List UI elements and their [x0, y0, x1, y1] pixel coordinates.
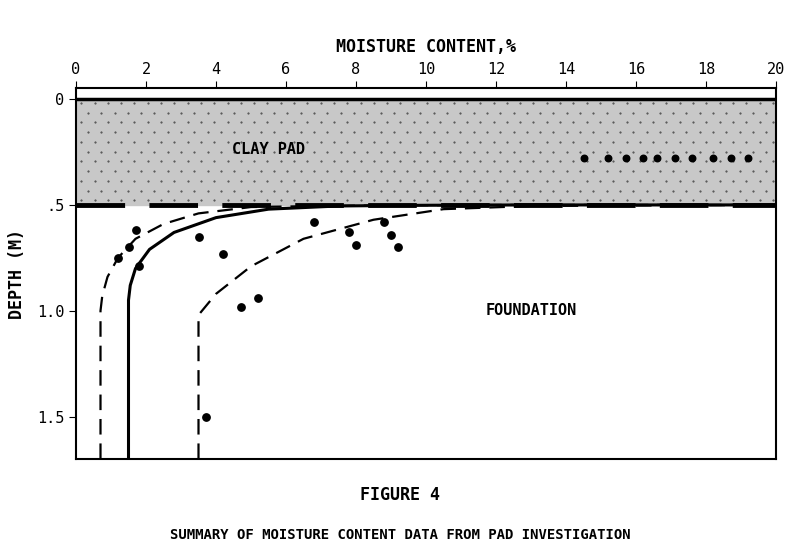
Point	[577, 154, 590, 163]
Text: FOUNDATION: FOUNDATION	[486, 303, 577, 319]
Point	[234, 302, 247, 311]
Point	[111, 253, 125, 262]
Point	[251, 294, 264, 302]
Point	[378, 217, 390, 226]
Point	[602, 154, 614, 163]
Point	[724, 154, 737, 163]
Y-axis label: DEPTH (M): DEPTH (M)	[8, 229, 26, 319]
Point	[122, 243, 135, 252]
Point	[742, 154, 754, 163]
Point	[637, 154, 650, 163]
Point	[668, 154, 681, 163]
Point	[307, 217, 320, 226]
Point	[706, 154, 719, 163]
Point	[192, 232, 205, 241]
Point	[650, 154, 663, 163]
Text: FIGURE 4: FIGURE 4	[360, 487, 440, 504]
Point	[350, 241, 362, 249]
Point	[129, 226, 142, 235]
Point	[217, 249, 230, 258]
Point	[619, 154, 632, 163]
Point	[342, 228, 355, 237]
Point	[392, 243, 404, 252]
Point	[385, 230, 398, 239]
Text: SUMMARY OF MOISTURE CONTENT DATA FROM PAD INVESTIGATION: SUMMARY OF MOISTURE CONTENT DATA FROM PA…	[170, 528, 630, 542]
Point	[133, 262, 146, 271]
Text: CLAY PAD: CLAY PAD	[232, 142, 305, 158]
X-axis label: MOISTURE CONTENT,%: MOISTURE CONTENT,%	[336, 38, 516, 56]
Point	[199, 412, 212, 421]
Point	[686, 154, 698, 163]
